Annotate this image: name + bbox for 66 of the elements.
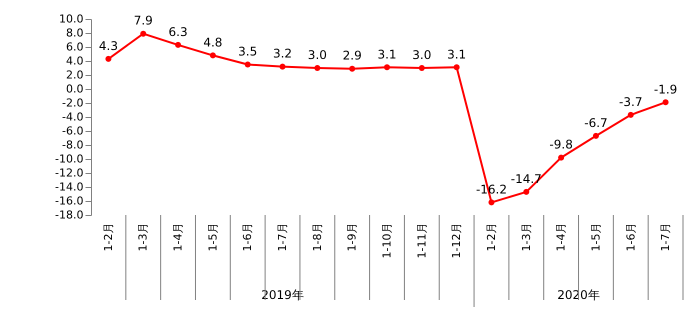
- y-tick-label: -10.0: [55, 152, 84, 166]
- text: 2019年: [261, 288, 304, 302]
- y-tick-label: 8.0: [66, 26, 84, 40]
- y-tick-label: 4.0: [66, 54, 84, 68]
- point: [210, 52, 216, 58]
- point: [140, 30, 146, 37]
- x-tick-label: 1-6月: [241, 222, 254, 252]
- y-tick-label: 0.0: [66, 82, 84, 96]
- point: [384, 64, 390, 70]
- data-label: 3.1: [377, 47, 397, 62]
- x-tick-label: 1-7月: [276, 222, 290, 252]
- y-tick-label: -8.0: [62, 138, 84, 152]
- point: [280, 64, 286, 70]
- data-label: 3.0: [308, 48, 327, 62]
- data-label: -3.7: [619, 94, 642, 109]
- point: [105, 56, 112, 62]
- point: [454, 64, 460, 70]
- point: [662, 99, 669, 106]
- data-label: -6.7: [584, 116, 608, 130]
- x-tick-label: 1-3月: [520, 222, 533, 252]
- x-tick-label: 1-5月: [589, 222, 602, 252]
- point: [488, 199, 494, 206]
- y-tick-label: -16.0: [55, 194, 84, 208]
- y-tick-label: 6.0: [66, 40, 84, 54]
- x-tick-label: 1-12月: [450, 222, 464, 258]
- x-tick-label: 1-11月: [415, 222, 428, 258]
- y-tick-label: -18.0: [55, 208, 84, 222]
- data-label: 3.2: [272, 46, 292, 61]
- point: [175, 42, 182, 48]
- x-tick-label: 1-7月: [659, 222, 672, 252]
- data-label: 3.0: [412, 48, 432, 62]
- y-tick-label: -6.0: [62, 124, 84, 138]
- y-tick-label: -14.0: [55, 180, 84, 194]
- point: [314, 65, 320, 71]
- point: [244, 62, 251, 68]
- data-label: 4.3: [98, 38, 118, 53]
- point: [592, 132, 599, 139]
- x-tick-label: 1-10月: [380, 222, 394, 258]
- data-label: 6.3: [168, 24, 188, 39]
- x-tick-label: 1-8月: [310, 222, 324, 252]
- data-label: -1.9: [654, 82, 678, 96]
- y-tick-label: 2.0: [66, 68, 84, 82]
- x-tick-label: 1-5月: [206, 222, 220, 252]
- data-label: 4.8: [203, 35, 222, 50]
- x-tick-label: 1-6月: [624, 222, 638, 252]
- data-label: 7.9: [134, 14, 153, 28]
- point: [418, 65, 425, 71]
- x-tick-label: 1-4月: [172, 222, 185, 252]
- data-label: 3.5: [238, 44, 258, 58]
- data-label: -9.8: [549, 138, 573, 152]
- y-tick-label: -12.0: [55, 166, 84, 180]
- text: 2020年: [557, 288, 600, 302]
- point: [523, 188, 530, 195]
- point: [349, 66, 356, 72]
- x-tick-label: 1-2月: [102, 222, 115, 252]
- x-tick-label: 1-3月: [136, 222, 150, 252]
- y-tick-label: -2.0: [62, 96, 84, 110]
- data-label: 3.1: [447, 47, 466, 62]
- x-tick-label: 1-4月: [554, 222, 568, 252]
- point: [628, 112, 634, 118]
- x-tick-label: 1-2月: [484, 222, 498, 252]
- y-tick-label: -4.0: [62, 110, 84, 124]
- point: [558, 154, 564, 161]
- data-label: 2.9: [342, 48, 362, 63]
- x-tick-label: 1-9月: [346, 222, 359, 252]
- y-tick-label: 10.0: [59, 12, 84, 26]
